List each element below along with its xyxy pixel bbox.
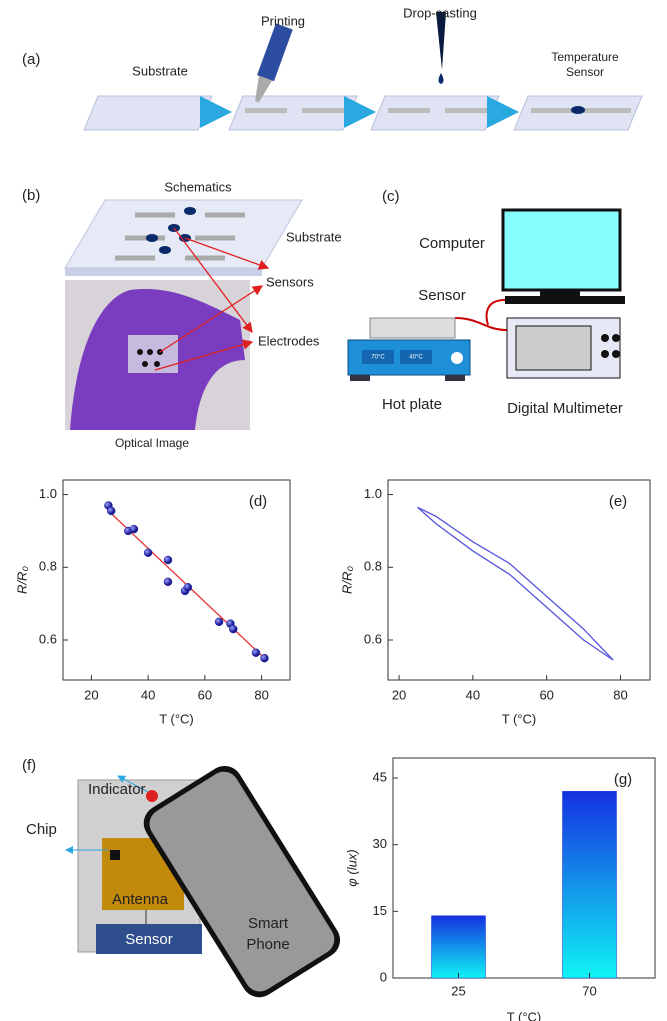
y-axis-label: R/R₀ <box>339 566 354 594</box>
label: Hot plate <box>382 396 442 413</box>
electrode <box>388 108 430 113</box>
x-tick-label: 40 <box>466 687 480 702</box>
y-tick-label: 0 <box>380 969 387 984</box>
x-tick-label: 20 <box>84 687 98 702</box>
x-tick-label: 40 <box>141 687 155 702</box>
label: Optical Image <box>115 436 189 450</box>
data-point <box>184 583 192 591</box>
label: Antenna <box>112 891 169 908</box>
data-point <box>107 507 115 515</box>
data-point <box>164 556 172 564</box>
chip <box>110 850 120 860</box>
y-tick-label: 0.6 <box>364 631 382 646</box>
data-point <box>215 618 223 626</box>
label: Electrodes <box>258 333 320 348</box>
bar <box>432 916 486 978</box>
panel-title: (e) <box>609 493 627 510</box>
label: Phone <box>246 936 289 953</box>
substrate <box>65 200 302 268</box>
x-axis-label: T (°C) <box>502 711 537 726</box>
panel-label: (a) <box>22 51 40 68</box>
label: Smart <box>248 915 289 932</box>
step-label: Temperature <box>551 50 619 64</box>
x-tick-label: 70 <box>582 983 596 998</box>
data-point <box>229 625 237 633</box>
display-text: 40°C <box>409 355 423 361</box>
step-label: Substrate <box>132 63 188 78</box>
x-tick-label: 80 <box>613 687 627 702</box>
y-axis-label: φ (lux) <box>344 849 359 886</box>
electrode <box>245 108 287 113</box>
knob <box>451 352 463 364</box>
substrate-edge <box>65 268 262 276</box>
data-point <box>130 525 138 533</box>
y-tick-label: 0.8 <box>39 559 57 574</box>
data-point <box>144 549 152 557</box>
monitor-stand <box>540 290 580 296</box>
step-label: Sensor <box>566 65 604 79</box>
panel-label: (f) <box>22 757 36 774</box>
electrode <box>302 108 344 113</box>
y-tick-label: 30 <box>373 836 387 851</box>
cable <box>455 300 507 330</box>
x-tick-label: 80 <box>254 687 268 702</box>
data-point <box>260 654 268 662</box>
label: Indicator <box>88 781 146 798</box>
panel-label: (b) <box>22 187 40 204</box>
panel-label: (c) <box>382 188 400 205</box>
y-tick-label: 0.6 <box>39 631 57 646</box>
label: Digital Multimeter <box>507 400 623 417</box>
panel-a: (a) Substrate Printing Drop-casting Temp… <box>22 5 642 130</box>
y-tick-label: 0.8 <box>364 559 382 574</box>
x-axis-label: T (°C) <box>159 711 194 726</box>
keyboard <box>505 296 625 304</box>
drop <box>439 73 444 84</box>
printer-pen <box>249 23 293 104</box>
y-axis-label: R/R₀ <box>14 566 29 594</box>
figure: (a) Substrate Printing Drop-casting Temp… <box>0 0 667 1021</box>
y-tick-label: 1.0 <box>364 486 382 501</box>
label: Chip <box>26 821 57 838</box>
panel-f: (f) Indicator Chip Antenna Sensor Smart … <box>22 757 347 1004</box>
display-text: 70°C <box>371 355 385 361</box>
label: Substrate <box>286 229 342 244</box>
hysteresis-curve <box>418 507 614 660</box>
y-tick-label: 15 <box>373 903 387 918</box>
monitor <box>503 210 620 290</box>
x-tick-label: 25 <box>451 983 465 998</box>
panel-b: (b) Schematics Substrate Sensors Electro… <box>22 179 342 450</box>
label: Sensor <box>125 931 173 948</box>
sample <box>128 335 178 373</box>
bar <box>563 791 617 978</box>
hotplate-top <box>370 318 455 338</box>
substrate <box>84 96 212 130</box>
x-tick-label: 60 <box>198 687 212 702</box>
panel-title: (g) <box>614 771 632 788</box>
panel-title: (d) <box>249 493 267 510</box>
label: Sensors <box>266 274 314 289</box>
label: Sensor <box>418 287 466 304</box>
step-label: Printing <box>261 13 305 28</box>
electrode <box>445 108 487 113</box>
x-tick-label: 60 <box>539 687 553 702</box>
dropper <box>436 12 446 70</box>
sensor-dot <box>571 106 585 114</box>
foot <box>445 375 465 381</box>
step-label: Drop-casting <box>403 5 477 20</box>
plot-frame <box>388 480 650 680</box>
data-point <box>252 649 260 657</box>
foot <box>350 375 370 381</box>
x-axis-label: T (°C) <box>507 1009 542 1021</box>
x-tick-label: 20 <box>392 687 406 702</box>
label: Schematics <box>164 179 232 194</box>
panel-c: (c) 70°C 40°C Computer Sensor Hot plate … <box>348 188 625 417</box>
data-point <box>164 578 172 586</box>
y-tick-label: 45 <box>373 769 387 784</box>
multimeter-display <box>516 326 591 370</box>
label: Computer <box>419 235 485 252</box>
y-tick-label: 1.0 <box>39 486 57 501</box>
